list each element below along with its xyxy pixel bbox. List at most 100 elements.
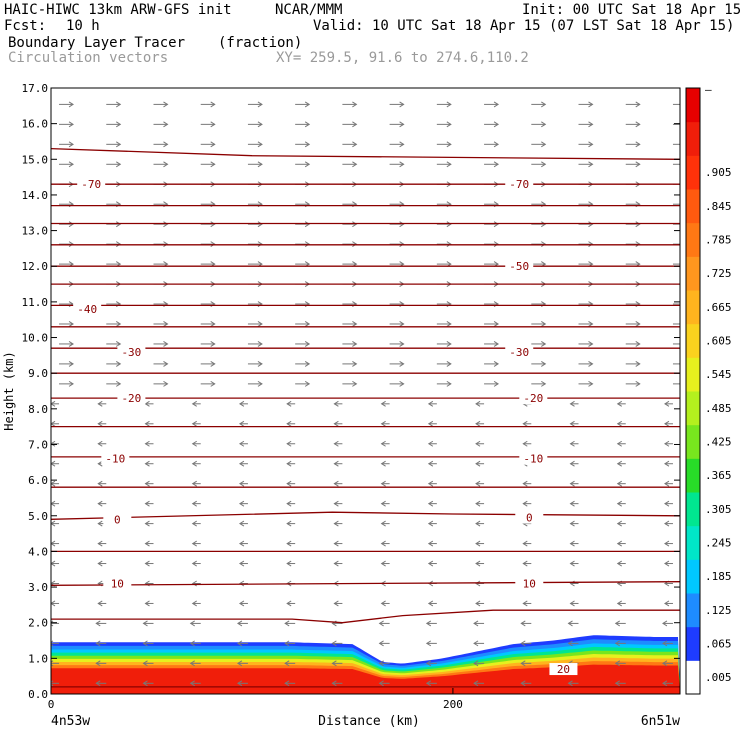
wind-vector-head bbox=[588, 141, 594, 148]
wind-vector-head bbox=[664, 560, 670, 567]
contour-label-bg bbox=[505, 345, 534, 358]
wind-vector-head bbox=[541, 241, 547, 248]
wind-vector-head bbox=[635, 241, 641, 248]
wind-vector-head bbox=[115, 241, 122, 248]
contour-line-19 bbox=[51, 147, 680, 160]
wind-vector-head bbox=[210, 321, 216, 327]
wind-vector-head bbox=[446, 341, 452, 347]
colorbar-swatch bbox=[686, 222, 700, 257]
wind-vector-head bbox=[142, 640, 148, 647]
wind-vector-head bbox=[238, 560, 245, 567]
wind-vector-head bbox=[399, 321, 405, 327]
wind-vector-head bbox=[475, 540, 481, 547]
contour-label-bg bbox=[77, 178, 106, 191]
colorbar-swatch bbox=[686, 593, 700, 628]
wind-vector-head bbox=[475, 560, 481, 567]
colorbar-label: .185 bbox=[705, 570, 732, 583]
wind-vector-head bbox=[115, 341, 122, 347]
wind-vector-head bbox=[115, 141, 122, 148]
wind-vector-head bbox=[191, 500, 197, 507]
wind-vector-head bbox=[635, 360, 641, 367]
wind-vector-head bbox=[191, 520, 197, 527]
contour-label-bg bbox=[117, 345, 146, 358]
colorbar-label: .425 bbox=[705, 436, 732, 449]
wind-vector-head bbox=[304, 121, 311, 128]
contour-label-bg bbox=[515, 577, 544, 590]
x-axis: 0 200 bbox=[48, 688, 463, 711]
fcst-value: 10 h bbox=[66, 18, 100, 34]
wind-vector-head bbox=[425, 640, 432, 647]
contour-label--50-0: -50 bbox=[509, 260, 529, 273]
wind-vector-head bbox=[352, 341, 358, 347]
colorbar-label: – bbox=[705, 83, 712, 96]
wind-vector-head bbox=[144, 460, 150, 467]
wind-vector-head bbox=[352, 101, 358, 108]
colorbar-label: .125 bbox=[705, 604, 732, 617]
wind-vector-head bbox=[475, 520, 481, 527]
wind-vector-head bbox=[68, 221, 74, 228]
colorbar-swatch bbox=[686, 323, 700, 358]
wind-vector-head bbox=[331, 660, 337, 667]
y-tick-label: 8.0 bbox=[28, 403, 48, 416]
contour-label--70-0: -70 bbox=[81, 178, 101, 191]
wind-vector-head bbox=[191, 600, 197, 607]
wind-vector-head bbox=[286, 480, 292, 487]
wind-vector-head bbox=[68, 101, 74, 108]
wind-vector-head bbox=[333, 440, 339, 447]
wind-vector-head bbox=[380, 460, 386, 467]
cross-section-coords: XY= 259.5, 91.6 to 274.6,110.2 bbox=[276, 50, 529, 66]
wind-vector-head bbox=[257, 341, 263, 347]
contour-label-bg bbox=[505, 260, 534, 273]
wind-vector-head bbox=[616, 400, 623, 407]
wind-vector-head bbox=[446, 321, 452, 327]
wind-vector-head bbox=[144, 480, 150, 487]
contour-line-1 bbox=[51, 609, 680, 624]
contour-label-0-1: 0 bbox=[526, 512, 533, 525]
wind-vector-head bbox=[541, 380, 547, 387]
wind-vector-head bbox=[569, 480, 575, 487]
y-tick-label: 10.0 bbox=[22, 332, 49, 345]
wind-vector-head bbox=[522, 480, 528, 487]
wind-vector-head bbox=[286, 500, 292, 507]
colorbar-swatch bbox=[686, 290, 700, 325]
wind-vector-head bbox=[257, 221, 263, 228]
wind-vector-head bbox=[163, 380, 169, 387]
wind-vector-head bbox=[68, 161, 74, 168]
wind-vector-head bbox=[352, 121, 358, 128]
wind-vector-head bbox=[97, 560, 103, 567]
colorbar-label: .305 bbox=[705, 503, 732, 516]
wind-vector-head bbox=[304, 161, 311, 168]
colorbar-swatch bbox=[686, 256, 700, 291]
y-tick-label: 15.0 bbox=[22, 153, 49, 166]
wind-vector-head bbox=[427, 500, 434, 507]
wind-vector-head bbox=[427, 520, 434, 527]
contour-label--70-1: -70 bbox=[509, 178, 529, 191]
wind-vector-head bbox=[333, 420, 339, 427]
wind-vector-head bbox=[51, 660, 54, 667]
wind-vector-head bbox=[97, 420, 103, 427]
colorbar-swatch bbox=[686, 525, 700, 560]
wind-vector-head bbox=[284, 640, 290, 647]
field-units: (fraction) bbox=[218, 35, 303, 51]
wind-vector-head bbox=[238, 400, 245, 407]
contour-label--10-0: -10 bbox=[105, 453, 125, 466]
wind-vector-head bbox=[493, 321, 500, 327]
wind-vector-head bbox=[520, 620, 526, 627]
wind-vector-head bbox=[257, 161, 263, 168]
wind-vector-head bbox=[333, 600, 339, 607]
wind-vector-head bbox=[475, 480, 481, 487]
wind-vector-head bbox=[664, 520, 670, 527]
wind-vector-head bbox=[286, 560, 292, 567]
wind-vector-head bbox=[427, 400, 434, 407]
wind-vector-head bbox=[210, 341, 216, 347]
valid-time: Valid: 10 UTC Sat 18 Apr 15 (07 LST Sat … bbox=[313, 18, 735, 34]
wind-vector-head bbox=[446, 360, 452, 367]
contour-label-bg bbox=[519, 392, 548, 405]
wind-vector-head bbox=[352, 380, 358, 387]
wind-vector-head bbox=[286, 420, 292, 427]
wind-vector-head bbox=[399, 101, 405, 108]
wind-vector-head bbox=[635, 121, 641, 128]
wind-vector-head bbox=[286, 540, 292, 547]
y-tick-label: 3.0 bbox=[28, 581, 48, 594]
